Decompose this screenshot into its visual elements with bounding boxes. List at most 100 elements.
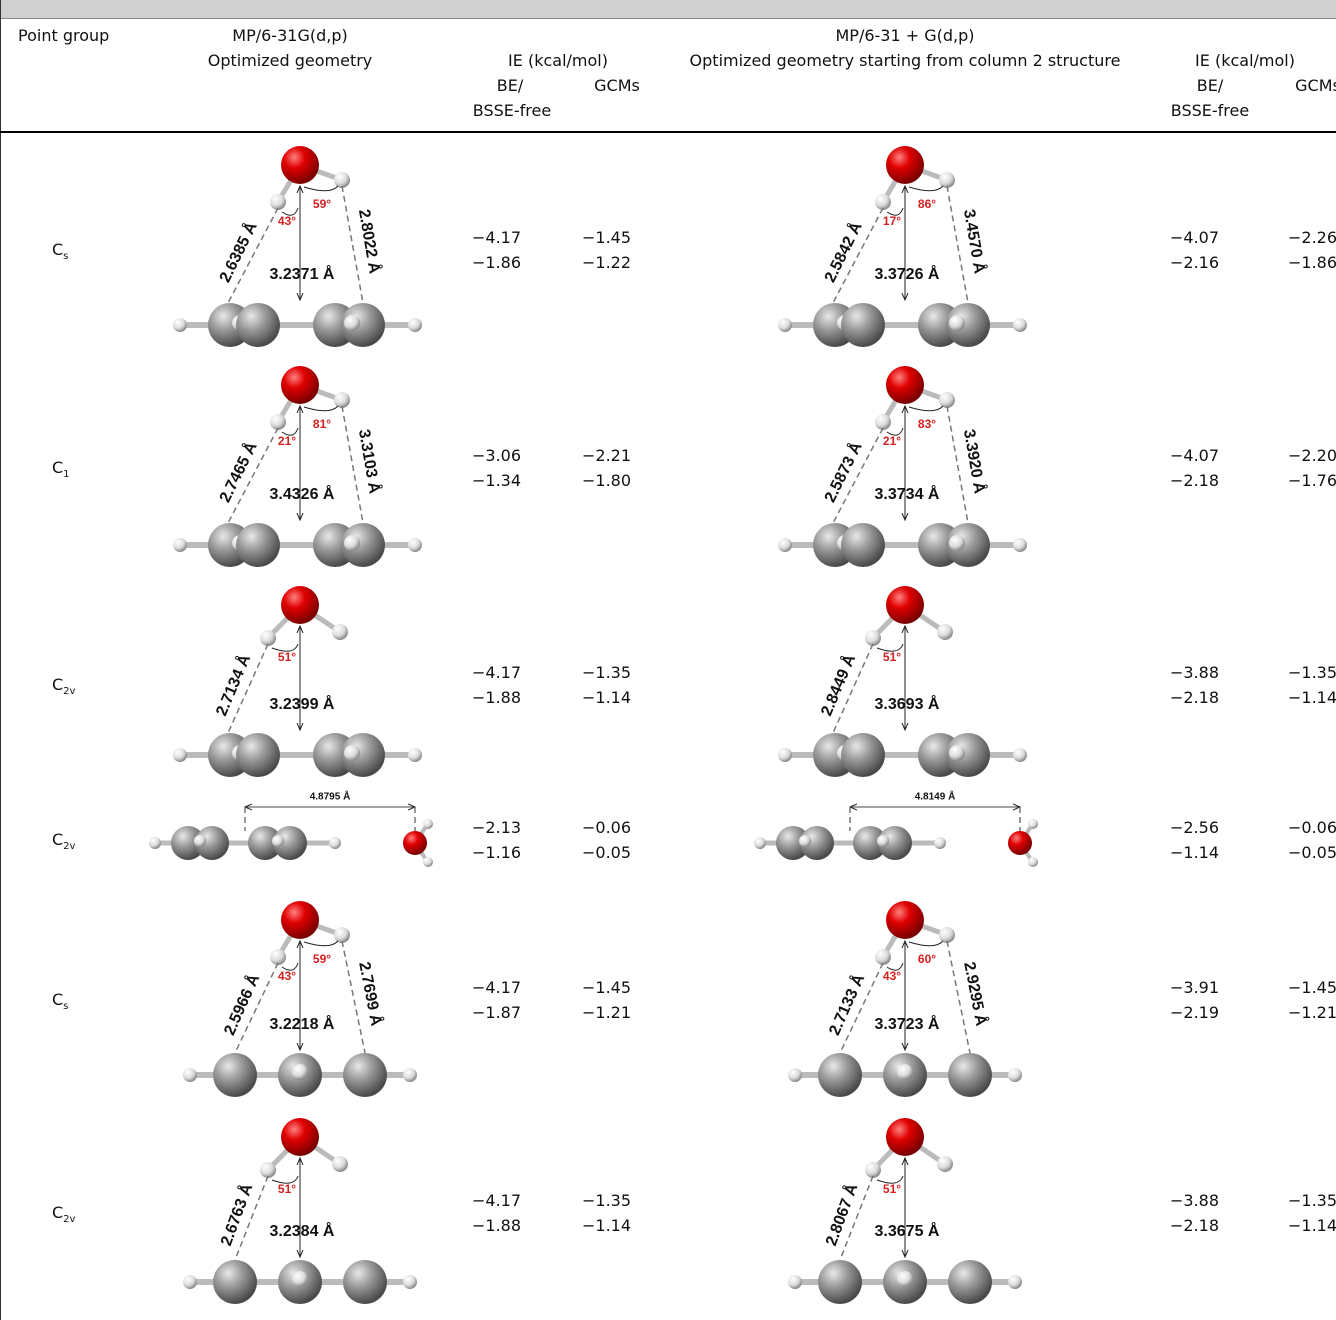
contact-line <box>947 406 968 523</box>
angle-arc <box>304 406 338 411</box>
distance-label: 4.8149 Å <box>915 790 956 803</box>
h-atom <box>344 315 360 331</box>
gcm-value: −1.45 <box>582 228 631 248</box>
distance-label: 3.3675 Å <box>875 1221 940 1240</box>
h-atom <box>778 748 792 762</box>
point-group-subscript: 1 <box>63 469 69 480</box>
h-atom <box>877 835 889 847</box>
point-group: C2v <box>52 830 75 857</box>
contact-line <box>947 186 968 303</box>
gcm-value: −2.21 <box>582 446 631 466</box>
angle-arc <box>909 406 943 411</box>
be-value: −1.86 <box>472 253 521 273</box>
distance-label: 3.3726 Å <box>875 264 940 283</box>
gcm-value: −1.22 <box>582 253 631 273</box>
point-group-subscript: 2v <box>63 841 75 852</box>
point-group: C1 <box>52 458 70 485</box>
be-value: −2.56 <box>1170 818 1219 838</box>
h-atom <box>1008 1275 1022 1289</box>
distance-label: 4.8795 Å <box>310 790 351 803</box>
point-group-symbol: C <box>52 1203 63 1222</box>
h-atom <box>1028 857 1038 867</box>
h-atom <box>292 1271 308 1287</box>
distance-label: 3.4570 Å <box>960 208 990 276</box>
h-atom <box>939 172 955 188</box>
h-atom <box>939 392 955 408</box>
h-atom <box>260 630 276 646</box>
header-cell: MP/6-31 + G(d,p) <box>835 26 974 46</box>
angle-label: 51° <box>278 650 296 664</box>
h-atom <box>778 318 792 332</box>
gcm-value: −1.80 <box>582 471 631 491</box>
h-atom <box>865 1162 881 1178</box>
distance-label: 2.7465 Å <box>215 438 261 505</box>
be-value: −1.34 <box>472 471 521 491</box>
structure: 2.8067 Å51°3.3675 Å <box>788 1118 1022 1304</box>
be-value: −2.13 <box>472 818 521 838</box>
h-atom <box>949 535 965 551</box>
be-value: −2.18 <box>1170 471 1219 491</box>
structure: 2.7133 Å43°2.9295 Å60°3.3723 Å <box>788 901 1022 1097</box>
be-value: −2.18 <box>1170 688 1219 708</box>
be-value: −2.16 <box>1170 253 1219 273</box>
be-value: −4.17 <box>472 663 521 683</box>
be-value: −4.07 <box>1170 446 1219 466</box>
h-atom <box>270 949 286 965</box>
contact-line <box>342 406 363 523</box>
distance-label: 2.5966 Å <box>219 971 263 1038</box>
distance-label: 3.4326 Å <box>270 484 335 503</box>
gcm-value: −0.06 <box>1288 818 1336 838</box>
h-atom <box>194 835 206 847</box>
be-value: −1.88 <box>472 688 521 708</box>
h-atom <box>408 538 422 552</box>
distance-label: 2.9295 Å <box>960 960 991 1028</box>
page-body: 2.6385 Å43°2.8022 Å59°3.2371 Å2.5842 Å17… <box>0 0 1336 1320</box>
gcm-value: −1.45 <box>1288 978 1336 998</box>
h-atom <box>1008 1068 1022 1082</box>
h-atom <box>173 538 187 552</box>
be-value: −3.88 <box>1170 1191 1219 1211</box>
h-atom <box>403 1068 417 1082</box>
point-group-symbol: C <box>52 830 63 849</box>
point-group-subscript: s <box>63 1001 68 1012</box>
h-atom <box>332 624 348 640</box>
h-atom <box>334 392 350 408</box>
o-atom <box>1008 831 1032 855</box>
h-atom <box>937 624 953 640</box>
h-atom <box>292 1064 308 1080</box>
c-atom <box>213 1053 257 1097</box>
gcm-value: −1.14 <box>1288 1216 1336 1236</box>
h-atom <box>865 630 881 646</box>
distance-label: 3.3734 Å <box>875 484 940 503</box>
gcm-value: −1.76 <box>1288 471 1336 491</box>
gcm-value: −1.45 <box>582 978 631 998</box>
h-atom <box>754 837 766 849</box>
structure: 2.7134 Å51°3.2399 Å <box>173 586 422 777</box>
h-atom <box>875 194 891 210</box>
gcm-value: −1.35 <box>1288 663 1336 683</box>
h-atom <box>270 194 286 210</box>
h-atom <box>1013 538 1027 552</box>
h-atom <box>408 748 422 762</box>
be-value: −3.06 <box>472 446 521 466</box>
gcm-value: −1.14 <box>1288 688 1336 708</box>
structure: 2.6763 Å51°3.2384 Å <box>183 1118 417 1304</box>
angle-label: 59° <box>313 952 331 966</box>
point-group: Cs <box>52 990 68 1017</box>
c-atom <box>841 733 885 777</box>
h-atom <box>1013 748 1027 762</box>
h-atom <box>949 745 965 761</box>
gcm-value: −2.20 <box>1288 446 1336 466</box>
angle-label: 43° <box>883 969 901 983</box>
distance-label: 3.3693 Å <box>875 694 940 713</box>
distance-label: 2.6385 Å <box>215 218 261 285</box>
be-value: −4.17 <box>472 978 521 998</box>
h-atom <box>183 1275 197 1289</box>
c-atom <box>841 523 885 567</box>
be-value: −4.17 <box>472 1191 521 1211</box>
h-atom <box>423 857 433 867</box>
distance-label: 3.2384 Å <box>270 1221 335 1240</box>
h-atom <box>334 172 350 188</box>
be-value: −3.91 <box>1170 978 1219 998</box>
